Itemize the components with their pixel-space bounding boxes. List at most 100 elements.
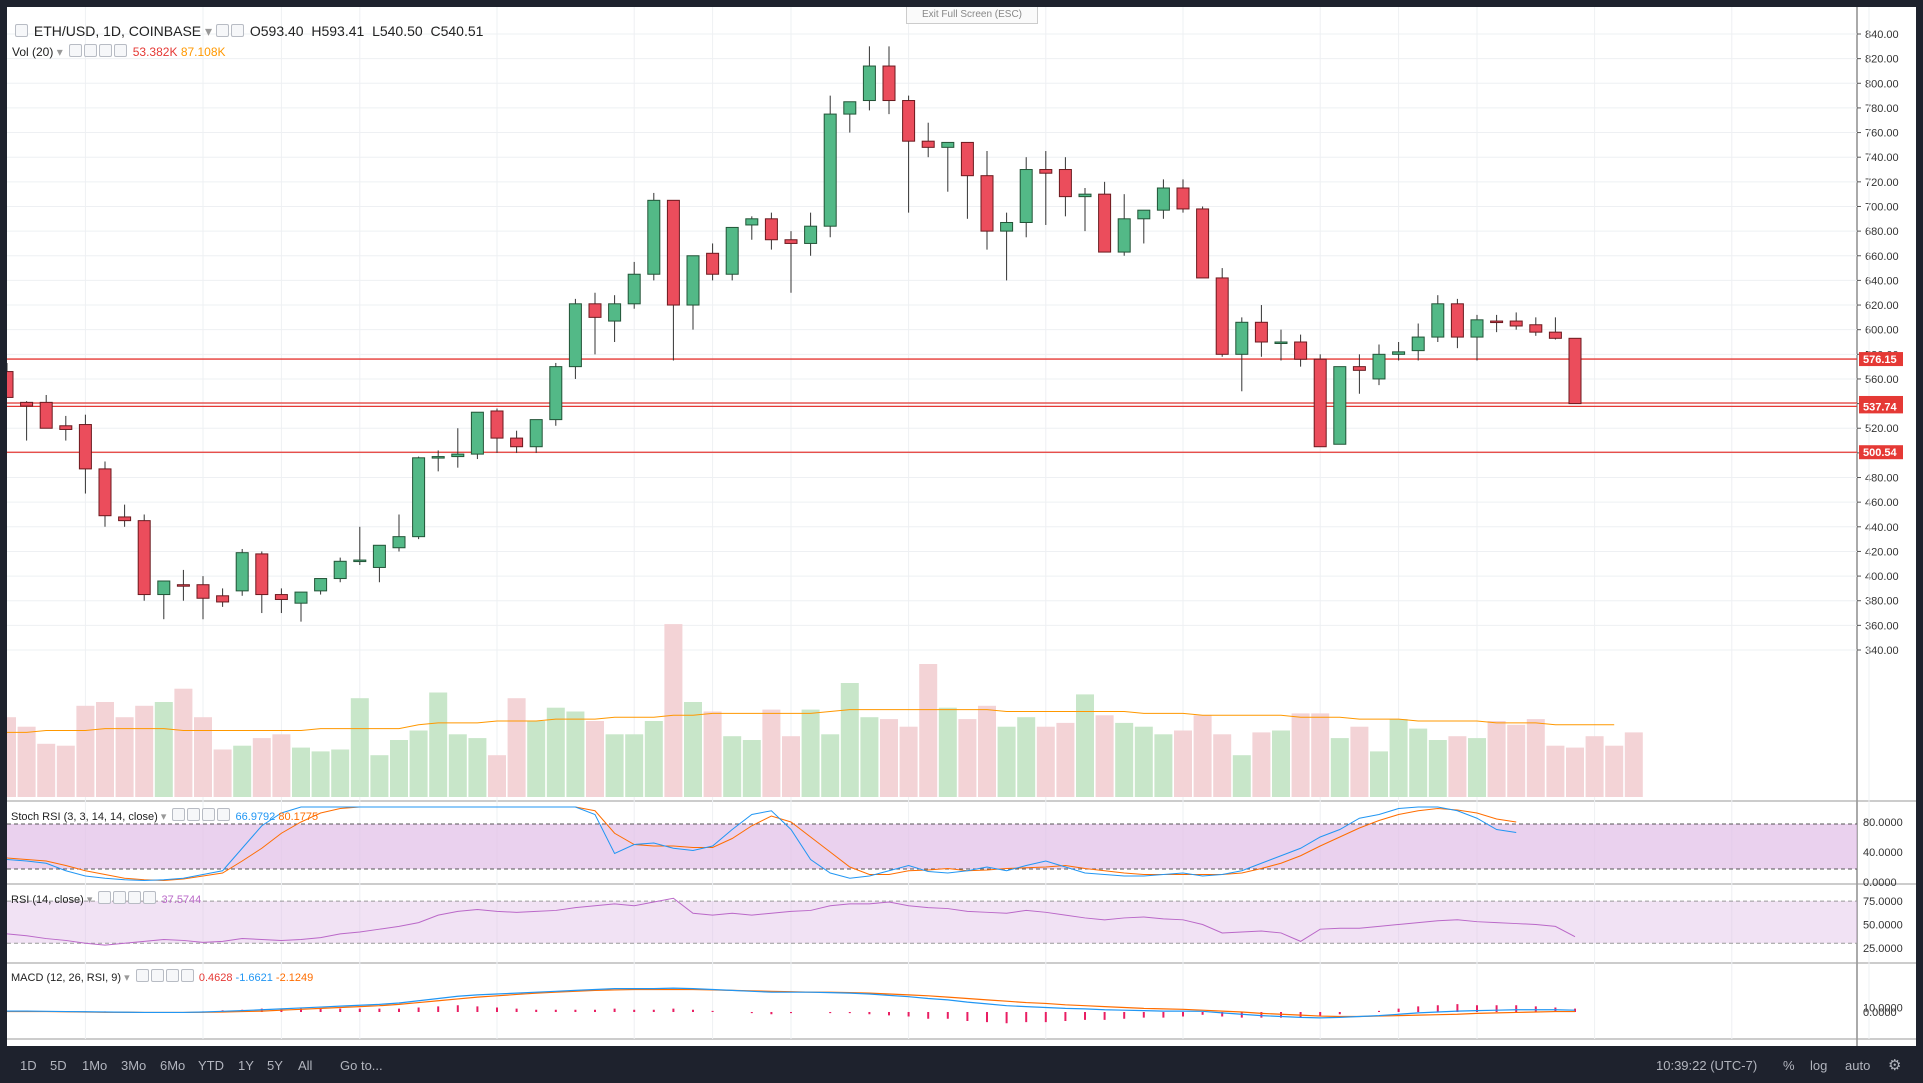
settings-icon[interactable] (187, 808, 201, 821)
candle-body[interactable] (686, 255, 700, 306)
close-icon[interactable] (114, 44, 128, 57)
candle-body[interactable] (1235, 321, 1249, 355)
plus-icon[interactable] (202, 808, 216, 821)
range-1d-button[interactable]: 1D (20, 1058, 37, 1073)
candle-body[interactable] (608, 303, 622, 322)
candle-body[interactable] (216, 595, 230, 603)
candle-body[interactable] (784, 239, 798, 244)
candle-body[interactable] (1019, 169, 1033, 223)
candle-body[interactable] (333, 560, 347, 580)
candle-body[interactable] (294, 591, 308, 604)
settings-icon[interactable] (150, 969, 164, 982)
candle-body[interactable] (1215, 277, 1229, 355)
candle-body[interactable] (568, 303, 582, 368)
settings-icon[interactable] (113, 891, 127, 904)
auto-toggle[interactable]: auto (1845, 1058, 1871, 1073)
candle-body[interactable] (1039, 169, 1053, 174)
candle-body[interactable] (451, 453, 465, 458)
candle-body[interactable] (1470, 319, 1484, 338)
plus-icon[interactable] (99, 44, 113, 57)
range-5d-button[interactable]: 5D (50, 1058, 67, 1073)
candle-body[interactable] (745, 218, 759, 226)
close-icon[interactable] (143, 891, 157, 904)
exit-fullscreen-button[interactable]: Exit Full Screen (ESC) (906, 7, 1038, 24)
candle-body[interactable] (588, 303, 602, 318)
candle-body[interactable] (1294, 341, 1308, 360)
candle-body[interactable] (549, 366, 563, 421)
candle-body[interactable] (7, 371, 14, 398)
range-ytd-button[interactable]: YTD (198, 1058, 224, 1073)
candle-body[interactable] (118, 516, 132, 522)
candle-body[interactable] (1450, 303, 1464, 338)
candle-body[interactable] (274, 594, 288, 600)
price-chart[interactable]: 840.00 820.00 800.00 780.00 760.00 740.00 720.… (7, 7, 1916, 1067)
eye-icon[interactable] (135, 969, 149, 982)
candle-body[interactable] (1411, 336, 1425, 352)
range-5y-button[interactable]: 5Y (267, 1058, 283, 1073)
candle-body[interactable] (960, 141, 974, 177)
candle-body[interactable] (1176, 187, 1190, 210)
candle-body[interactable] (412, 457, 426, 538)
settings-icon[interactable] (230, 24, 244, 37)
macd-legend-name[interactable]: MACD (12, 26, RSI, 9) (11, 972, 122, 984)
candle-body[interactable] (490, 410, 504, 439)
compare-icon[interactable] (215, 24, 229, 37)
candle-body[interactable] (666, 199, 680, 306)
candle-body[interactable] (1352, 366, 1366, 371)
candle-body[interactable] (98, 468, 112, 517)
candle-body[interactable] (1254, 321, 1268, 343)
candle-body[interactable] (78, 424, 92, 470)
candle-body[interactable] (706, 252, 720, 275)
candle-body[interactable] (157, 580, 171, 596)
candle-body[interactable] (902, 100, 916, 142)
candle-body[interactable] (1333, 366, 1347, 445)
candle-body[interactable] (921, 140, 935, 148)
candle-body[interactable] (980, 175, 994, 232)
candle-body[interactable] (804, 225, 818, 244)
goto-button[interactable]: Go to... (340, 1058, 383, 1073)
candle-body[interactable] (1137, 209, 1151, 220)
candle-body[interactable] (470, 411, 484, 455)
candle-body[interactable] (882, 65, 896, 102)
candle-body[interactable] (372, 544, 386, 568)
candle-body[interactable] (1509, 320, 1523, 327)
candle-body[interactable] (843, 101, 857, 115)
candle-body[interactable] (255, 553, 269, 596)
collapse-icon[interactable] (15, 24, 28, 37)
candle-body[interactable] (1529, 324, 1543, 333)
candle-body[interactable] (647, 199, 661, 275)
candle-body[interactable] (1196, 208, 1210, 279)
range-6mo-button[interactable]: 6Mo (160, 1058, 186, 1073)
close-icon[interactable] (180, 969, 194, 982)
plus-icon[interactable] (128, 891, 142, 904)
candle-body[interactable] (1490, 320, 1504, 324)
candle-body[interactable] (176, 584, 190, 587)
candle-body[interactable] (725, 226, 739, 275)
candle-body[interactable] (1372, 353, 1386, 380)
candle-body[interactable] (1098, 193, 1112, 253)
rsi-legend-name[interactable]: RSI (14, close) (11, 894, 84, 906)
range-1y-button[interactable]: 1Y (238, 1058, 254, 1073)
candle-body[interactable] (764, 218, 778, 241)
candle-body[interactable] (59, 425, 73, 430)
candle-body[interactable] (1000, 221, 1014, 232)
candle-body[interactable] (1156, 187, 1170, 211)
candle-body[interactable] (1117, 218, 1131, 253)
candle-body[interactable] (314, 578, 328, 592)
candle-body[interactable] (1058, 169, 1072, 198)
candle-body[interactable] (392, 536, 406, 549)
eye-icon[interactable] (98, 891, 112, 904)
candle-body[interactable] (862, 65, 876, 102)
range-all-button[interactable]: All (298, 1058, 313, 1073)
candle-body[interactable] (20, 401, 34, 407)
candle-body[interactable] (529, 419, 543, 448)
candle-body[interactable] (1568, 337, 1582, 405)
candle-body[interactable] (137, 520, 151, 596)
candle-body[interactable] (1274, 341, 1288, 344)
candle-body[interactable] (510, 437, 524, 448)
candle-body[interactable] (431, 456, 445, 459)
candle-body[interactable] (1313, 358, 1327, 448)
candle-body[interactable] (1548, 331, 1562, 339)
symbol-label[interactable]: ETH/USD, 1D, COINBASE (33, 23, 202, 39)
eye-icon[interactable] (69, 44, 83, 57)
